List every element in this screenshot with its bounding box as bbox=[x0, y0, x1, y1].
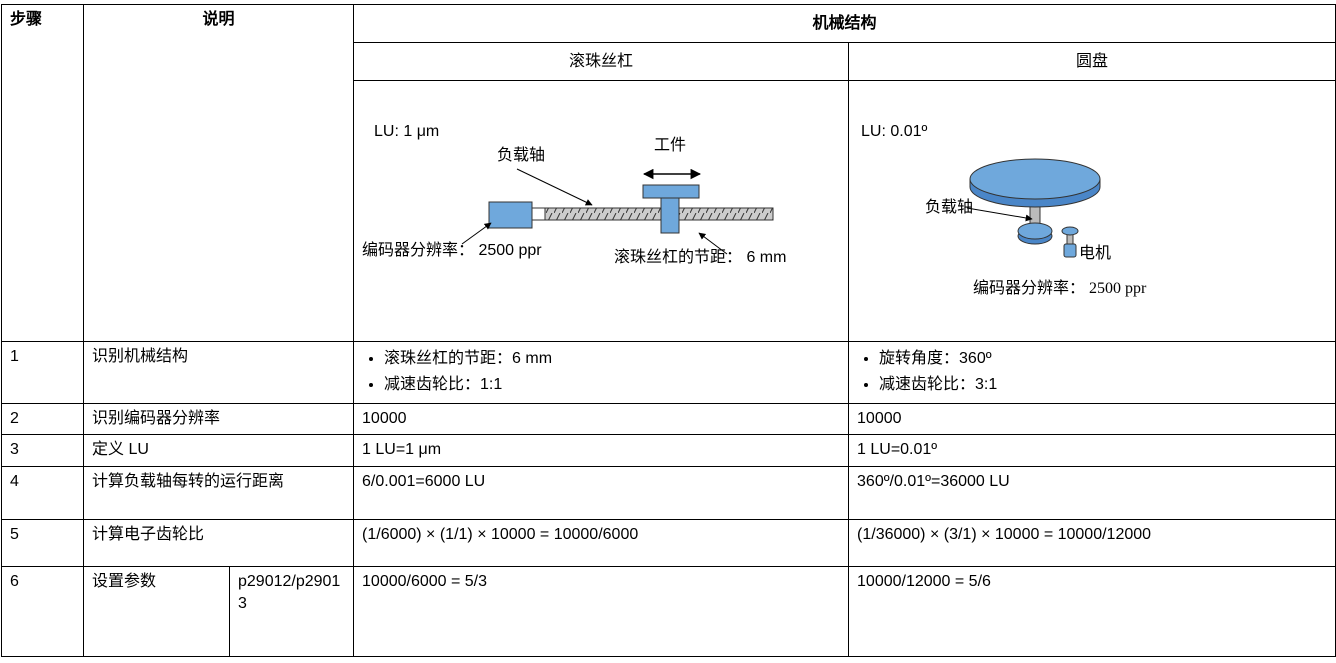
motor-label: 电机 bbox=[1079, 245, 1112, 262]
step-cell: 1 bbox=[1, 341, 84, 404]
description-cell: 识别机械结构 bbox=[82, 341, 355, 404]
lu-label: LU: 1 μm bbox=[374, 123, 440, 140]
description-cell: 定义 LU bbox=[82, 434, 355, 467]
bullet-item: 旋转角度：360º bbox=[879, 346, 1327, 372]
step-cell: 5 bbox=[1, 519, 84, 567]
disc-drawing bbox=[966, 158, 1101, 258]
description-cell: 设置参数 bbox=[83, 566, 230, 657]
step-cell: 3 bbox=[1, 434, 84, 467]
header-mechanism: 机械结构 bbox=[353, 4, 1336, 43]
ballscrew-cell: 滚珠丝杠的节距：6 mm减速齿轮比：1:1 bbox=[353, 341, 850, 404]
disc-cell: 360º/0.01º=36000 LU bbox=[848, 466, 1336, 520]
encoder-label: 编码器分辨率： 2500 ppr bbox=[973, 280, 1147, 297]
ballscrew-cell: (1/6000) × (1/1) × 10000 = 10000/6000 bbox=[353, 519, 850, 567]
ballscrew-diagram: LU: 1 μm 负载轴 工件 编码器分辨率： 2500 ppr 滚珠丝杠的节距… bbox=[353, 80, 850, 342]
table-row: 6 设置参数 p29012/p29013 10000/6000 = 5/3 10000/… bbox=[1, 566, 1336, 657]
header-disc: 圆盘 bbox=[848, 42, 1336, 81]
coupling bbox=[531, 207, 546, 221]
workpiece bbox=[642, 184, 700, 199]
table-row: 4 计算负载轴每转的运行距离 6/0.001=6000 LU 360º/0.01º=3… bbox=[1, 466, 1336, 520]
bullet-item: 滚珠丝杠的节距：6 mm bbox=[384, 346, 840, 372]
gear bbox=[1017, 222, 1053, 240]
description-cell: 计算电子齿轮比 bbox=[82, 519, 355, 567]
header-description: 说明 bbox=[82, 4, 355, 342]
screw bbox=[544, 207, 774, 221]
lu-label: LU: 0.01º bbox=[861, 123, 928, 140]
pitch-label: 滚珠丝杠的节距： 6 mm bbox=[614, 249, 787, 266]
load-axis-label: 负载轴 bbox=[925, 199, 974, 216]
motor bbox=[488, 201, 533, 229]
ballscrew-cell: 6/0.001=6000 LU bbox=[353, 466, 850, 520]
nut bbox=[660, 197, 680, 234]
arrow bbox=[966, 207, 1033, 222]
disc-cell: 10000/12000 = 5/6 bbox=[848, 566, 1336, 657]
motor bbox=[1063, 243, 1077, 258]
arrow bbox=[516, 168, 593, 206]
table-row: 3 定义 LU 1 LU=1 μm 1 LU=0.01º bbox=[1, 434, 1336, 467]
disc bbox=[969, 158, 1101, 200]
ballscrew-drawing bbox=[461, 168, 774, 255]
description-cell: 计算负载轴每转的运行距离 bbox=[82, 466, 355, 520]
table-row: 1识别机械结构滚珠丝杠的节距：6 mm减速齿轮比：1:1旋转角度：360º减速齿… bbox=[1, 341, 1336, 404]
arrow bbox=[461, 222, 492, 245]
bullet-list: 旋转角度：360º减速齿轮比：3:1 bbox=[857, 346, 1327, 398]
step-cell: 6 bbox=[1, 566, 84, 657]
workpiece-label: 工件 bbox=[654, 137, 687, 154]
header-step: 步骤 bbox=[1, 4, 84, 342]
table-row: 2 识别编码器分辨率 10000 10000 bbox=[1, 403, 1336, 435]
table-row: 5 计算电子齿轮比 (1/6000) × (1/1) × 10000 = 10000… bbox=[1, 519, 1336, 567]
bullet-item: 减速齿轮比：3:1 bbox=[879, 372, 1327, 398]
ballscrew-cell: 10000 bbox=[353, 403, 850, 435]
description-cell: 识别编码器分辨率 bbox=[82, 403, 355, 435]
step-cell: 4 bbox=[1, 466, 84, 520]
disc-cell: 1 LU=0.01º bbox=[848, 434, 1336, 467]
ballscrew-cell: 1 LU=1 μm bbox=[353, 434, 850, 467]
encoder-label: 编码器分辨率： 2500 ppr bbox=[362, 242, 542, 259]
bullet-item: 减速齿轮比：1:1 bbox=[384, 372, 840, 398]
bullet-list: 滚珠丝杠的节距：6 mm减速齿轮比：1:1 bbox=[362, 346, 840, 398]
pinion bbox=[1061, 226, 1079, 236]
table: 步骤 说明 机械结构 滚珠丝杠 圆盘 LU: 1 μm 负载轴 工件 编码器分辨… bbox=[1, 4, 1336, 657]
disc-cell: (1/36000) × (3/1) × 10000 = 10000/12000 bbox=[848, 519, 1336, 567]
disc-diagram: LU: 0.01º 负载轴 电机 编码器分辨率： 2500 ppr bbox=[848, 80, 1336, 342]
parameter-cell: p29012/p29013 bbox=[228, 566, 355, 657]
ballscrew-cell: 10000/6000 = 5/3 bbox=[353, 566, 850, 657]
arrow bbox=[698, 232, 728, 255]
load-axis-label: 负载轴 bbox=[497, 147, 546, 164]
disc-cell: 旋转角度：360º减速齿轮比：3:1 bbox=[848, 341, 1336, 404]
step-cell: 2 bbox=[1, 403, 84, 435]
disc-cell: 10000 bbox=[848, 403, 1336, 435]
header-ballscrew: 滚珠丝杠 bbox=[353, 42, 850, 81]
